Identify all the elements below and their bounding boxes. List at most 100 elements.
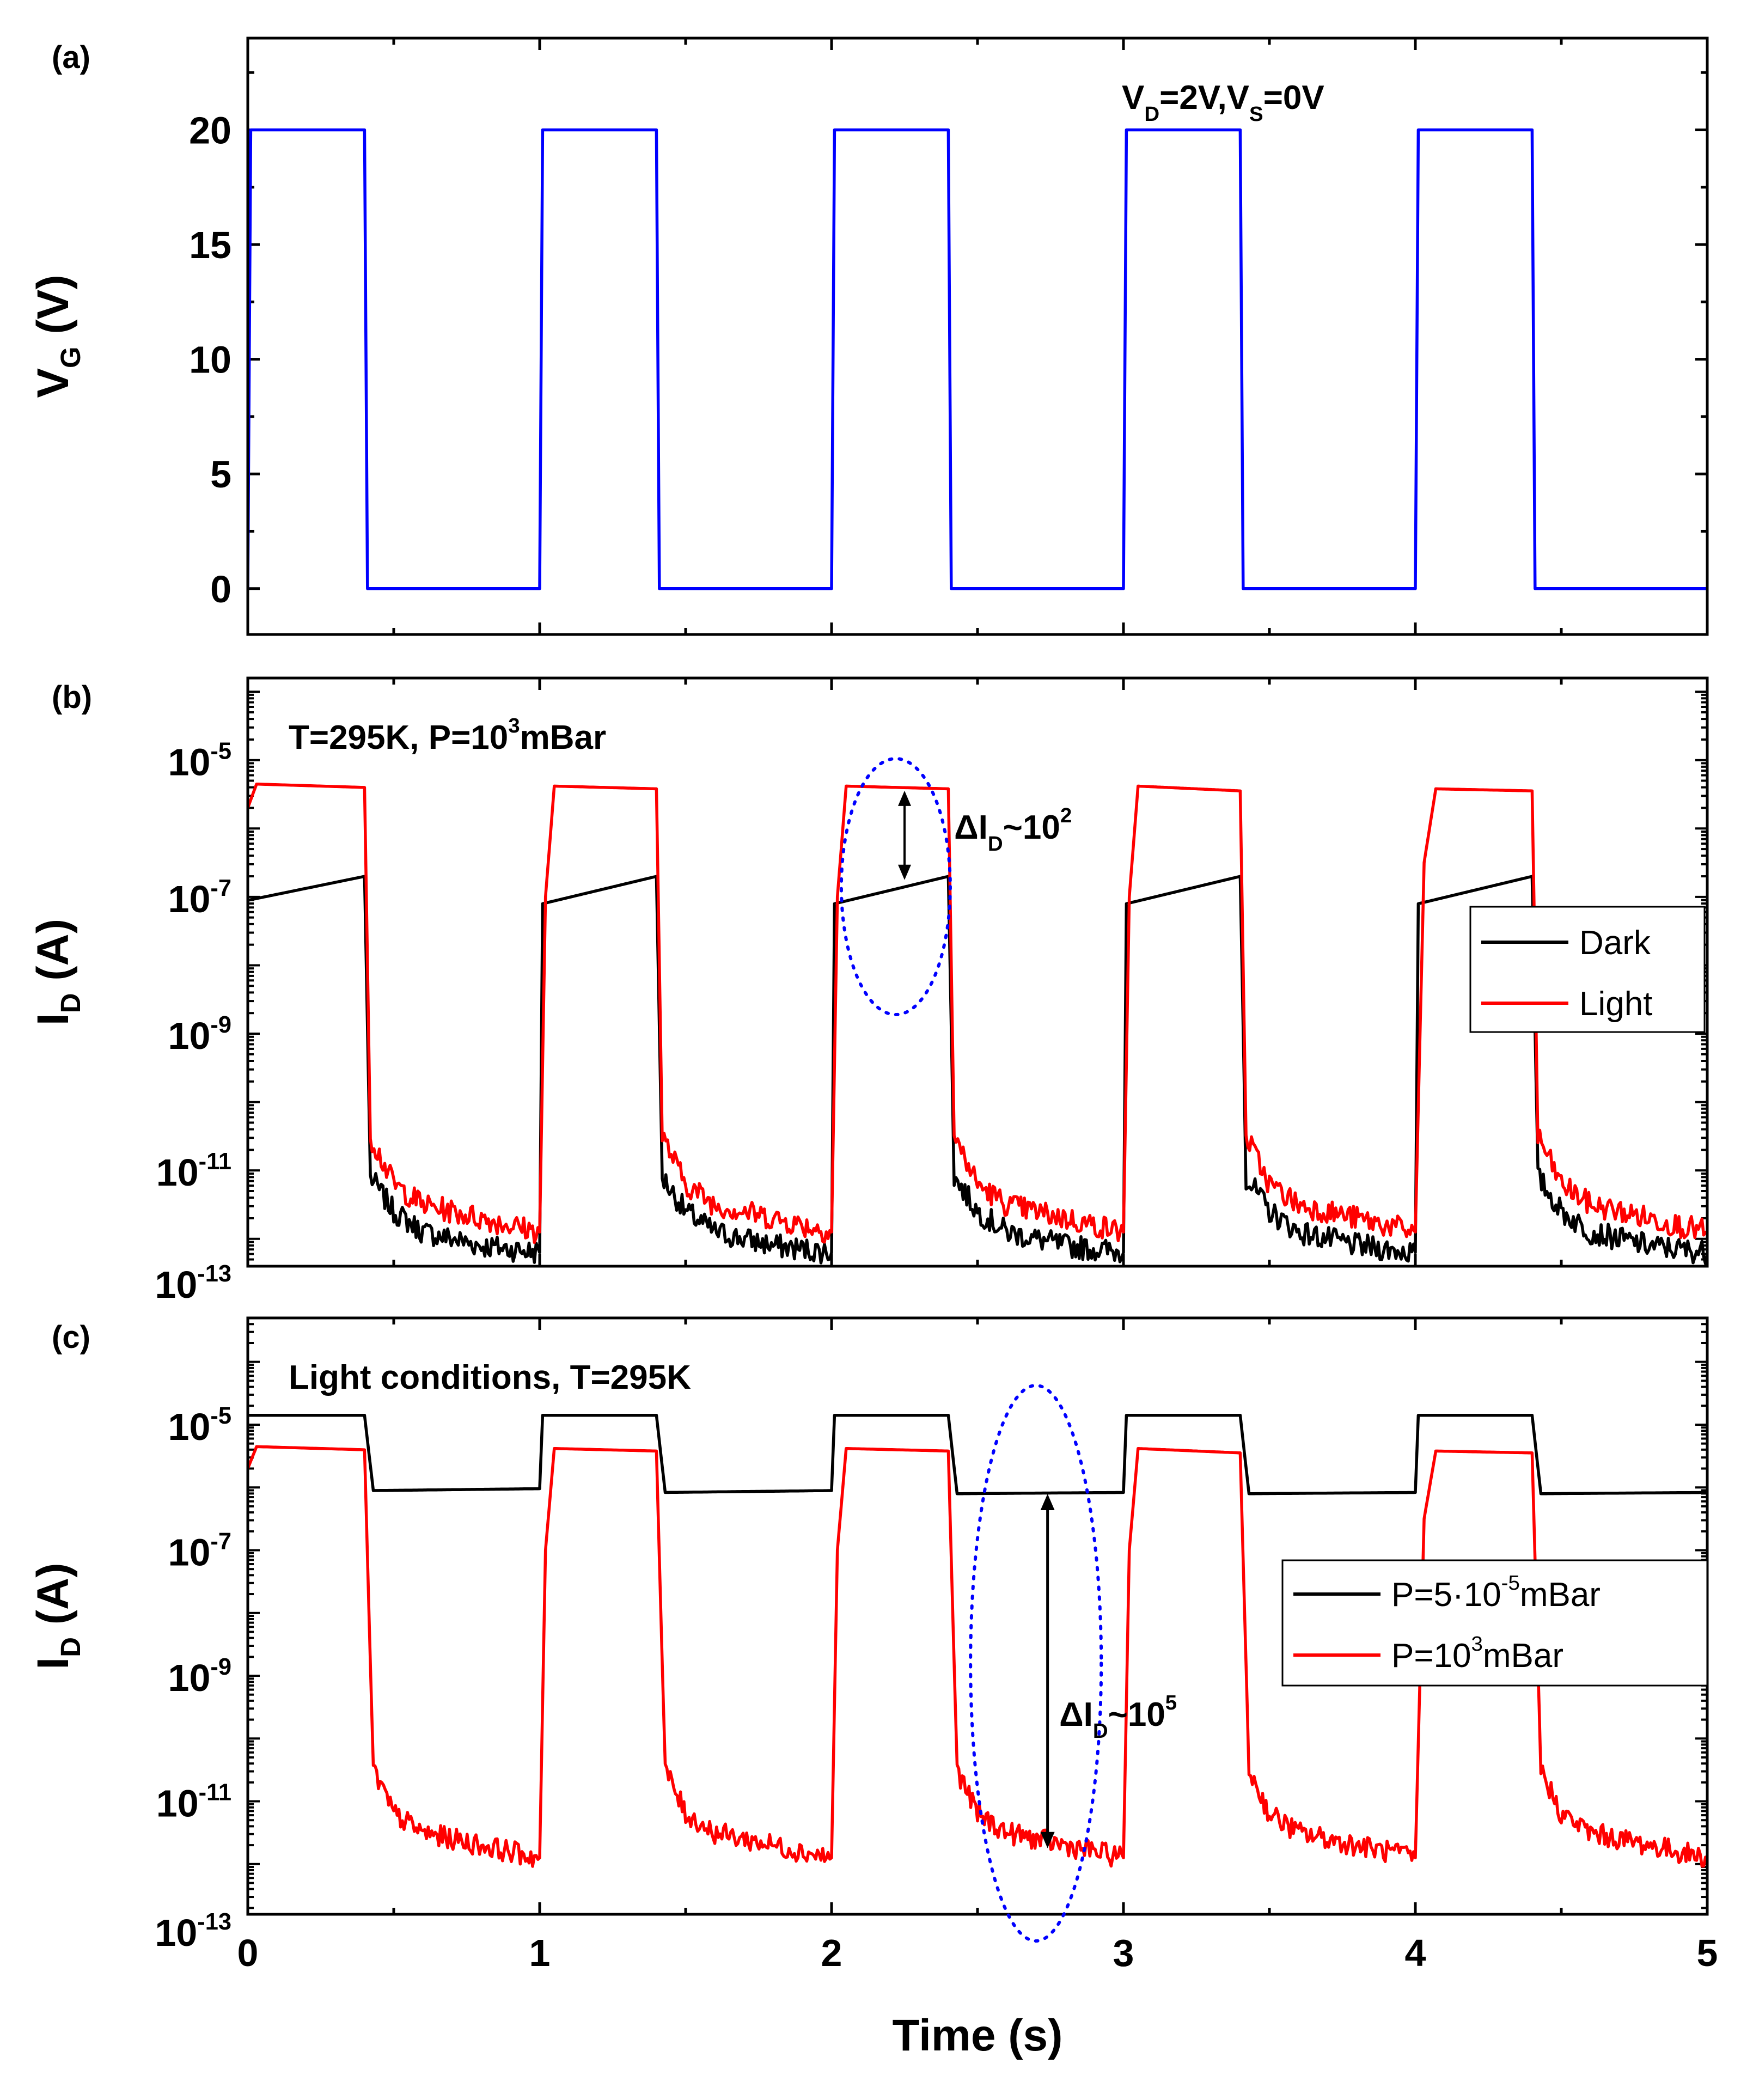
y-axis-label-part-1: G xyxy=(55,346,86,368)
y-axis-label: ID (A) xyxy=(28,919,86,1025)
y-tick-label-part-0: 10 xyxy=(155,1912,197,1954)
y-axis-label-part-1: D xyxy=(55,993,86,1014)
x-axis-label: Time (s) xyxy=(893,2011,1063,2060)
y-tick-label: 10-9 xyxy=(168,1012,231,1057)
y-tick-label-part-0: 10 xyxy=(156,1151,199,1194)
legend-label-0-part-1: -5 xyxy=(1501,1571,1520,1595)
delta-label-part-3: 2 xyxy=(1060,804,1072,827)
y-tick-label: 10-11 xyxy=(156,1149,231,1194)
highlight-ellipse xyxy=(969,1383,1103,1943)
y-tick-label: 5 xyxy=(210,453,231,496)
series-line-dark xyxy=(248,875,1707,1266)
y-tick-label-part-1: -9 xyxy=(210,1012,231,1038)
y-tick-label-part-0: 10 xyxy=(168,1015,211,1057)
plot-frame xyxy=(246,676,1709,1268)
series-group xyxy=(248,782,1707,1266)
panel-label: (c) xyxy=(52,1320,90,1355)
highlight-ellipse xyxy=(839,757,952,1017)
series-line-p-5-10-5-mbar xyxy=(248,1413,1707,1495)
x-tick-label: 1 xyxy=(529,1932,551,1974)
legend-label-1: P=103mBar xyxy=(1391,1632,1563,1675)
y-tick-label: 15 xyxy=(189,224,231,266)
y-axis-label-part-1: D xyxy=(55,1637,86,1657)
y-tick-label-part-0: 10 xyxy=(168,741,211,784)
y-tick-label-part-1: -5 xyxy=(210,738,231,765)
y-tick-label-part-1: -11 xyxy=(199,1780,231,1806)
annotation-text: T=295K, P=103mBar xyxy=(289,714,606,756)
y-tick-label: 10-13 xyxy=(155,1909,231,1954)
y-axis-label: ID (A) xyxy=(28,1562,86,1669)
delta-arrow-head-down xyxy=(1040,1832,1055,1848)
series-line-p-10-3-mbar xyxy=(248,1445,1707,1868)
y-tick-label-part-0: 10 xyxy=(168,1531,211,1573)
y-tick-label: 10-11 xyxy=(156,1780,231,1825)
annotation-text-part-4: =0V xyxy=(1263,79,1324,117)
legend-label-light: Light xyxy=(1579,985,1652,1023)
delta-arrow-head-down xyxy=(898,864,911,880)
y-tick-label-part-1: -9 xyxy=(210,1654,231,1680)
delta-label-part-0: ΔI xyxy=(1059,1696,1093,1733)
x-tick-label: 5 xyxy=(1697,1932,1718,1974)
y-tick-label-part-0: 10 xyxy=(168,1406,211,1448)
annotation-text-part-1: 3 xyxy=(508,714,520,737)
y-tick-label-part-1: -7 xyxy=(210,1528,231,1554)
x-tick-label: 3 xyxy=(1113,1932,1134,1974)
x-tick-label: 2 xyxy=(821,1932,842,1974)
y-tick-label: 10-5 xyxy=(168,738,231,784)
y-tick-label-part-0: 10 xyxy=(156,1782,199,1825)
delta-label: ΔID~105 xyxy=(1059,1691,1177,1743)
annotation-text: Light conditions, T=295K xyxy=(289,1359,691,1396)
delta-arrow-head-up xyxy=(898,790,911,806)
delta-label-part-2: ~10 xyxy=(1003,809,1060,846)
annotation-text-part-3: S xyxy=(1249,102,1263,126)
annotation-text-part-2: mBar xyxy=(520,719,607,756)
x-tick-label: 0 xyxy=(237,1932,259,1974)
y-tick-label: 10-7 xyxy=(168,1528,231,1573)
y-tick-label-part-1: -13 xyxy=(197,1261,231,1287)
y-axis-label-part-0: I xyxy=(28,1657,78,1670)
annotation-text: VD=2V,VS=0V xyxy=(1122,79,1324,126)
legend-label-dark: Dark xyxy=(1579,924,1651,962)
legend-label-1-part-2: mBar xyxy=(1483,1637,1563,1675)
y-axis-label-part-0: I xyxy=(28,1013,78,1025)
y-axis-label-part-2: (V) xyxy=(28,274,78,346)
delta-label-part-2: ~10 xyxy=(1108,1696,1165,1733)
series-group xyxy=(248,1413,1707,1868)
y-axis-label-group: ID (A) xyxy=(28,1562,86,1669)
panel-label: (a) xyxy=(52,40,90,75)
y-tick-label: 0 xyxy=(210,568,231,611)
y-axis-label: VG (V) xyxy=(28,274,86,398)
y-tick-label-part-1: -11 xyxy=(199,1149,231,1175)
x-tick-label: 4 xyxy=(1405,1932,1426,1974)
delta-label-part-1: D xyxy=(988,832,1003,856)
y-tick-label-part-1: -13 xyxy=(197,1909,231,1935)
delta-label-part-3: 5 xyxy=(1165,1691,1177,1714)
annotation-text-part-0: V xyxy=(1122,79,1144,117)
y-tick-label: 10-5 xyxy=(168,1403,231,1448)
delta-label-part-0: ΔI xyxy=(954,809,988,846)
series-line-light xyxy=(248,782,1707,1244)
y-axis-label-group: ID (A) xyxy=(28,919,86,1025)
y-tick-label-part-1: -5 xyxy=(210,1403,231,1429)
annotation-text-part-0: Light conditions, T=295K xyxy=(289,1359,691,1396)
series-line-v-g xyxy=(248,128,1707,590)
annotation-text-part-2: =2V,V xyxy=(1159,79,1249,117)
delta-label-part-1: D xyxy=(1093,1719,1108,1743)
delta-arrow-head-up xyxy=(1040,1493,1055,1510)
legend-box xyxy=(1469,906,1706,1033)
y-tick-label: 10-13 xyxy=(155,1261,231,1306)
y-tick-label-part-0: 10 xyxy=(168,878,211,920)
legend-box xyxy=(1281,1559,1708,1687)
y-axis-label-part-2: (A) xyxy=(28,919,78,993)
y-tick-label: 10-7 xyxy=(168,875,231,920)
panel-label: (b) xyxy=(52,680,92,715)
legend-label-0-part-2: mBar xyxy=(1520,1576,1601,1614)
y-axis-label-group: VG (V) xyxy=(28,274,86,398)
legend-label-1-part-1: 3 xyxy=(1471,1632,1483,1656)
y-axis-label-part-2: (A) xyxy=(28,1562,78,1637)
annotation-text-part-1: D xyxy=(1144,102,1159,126)
